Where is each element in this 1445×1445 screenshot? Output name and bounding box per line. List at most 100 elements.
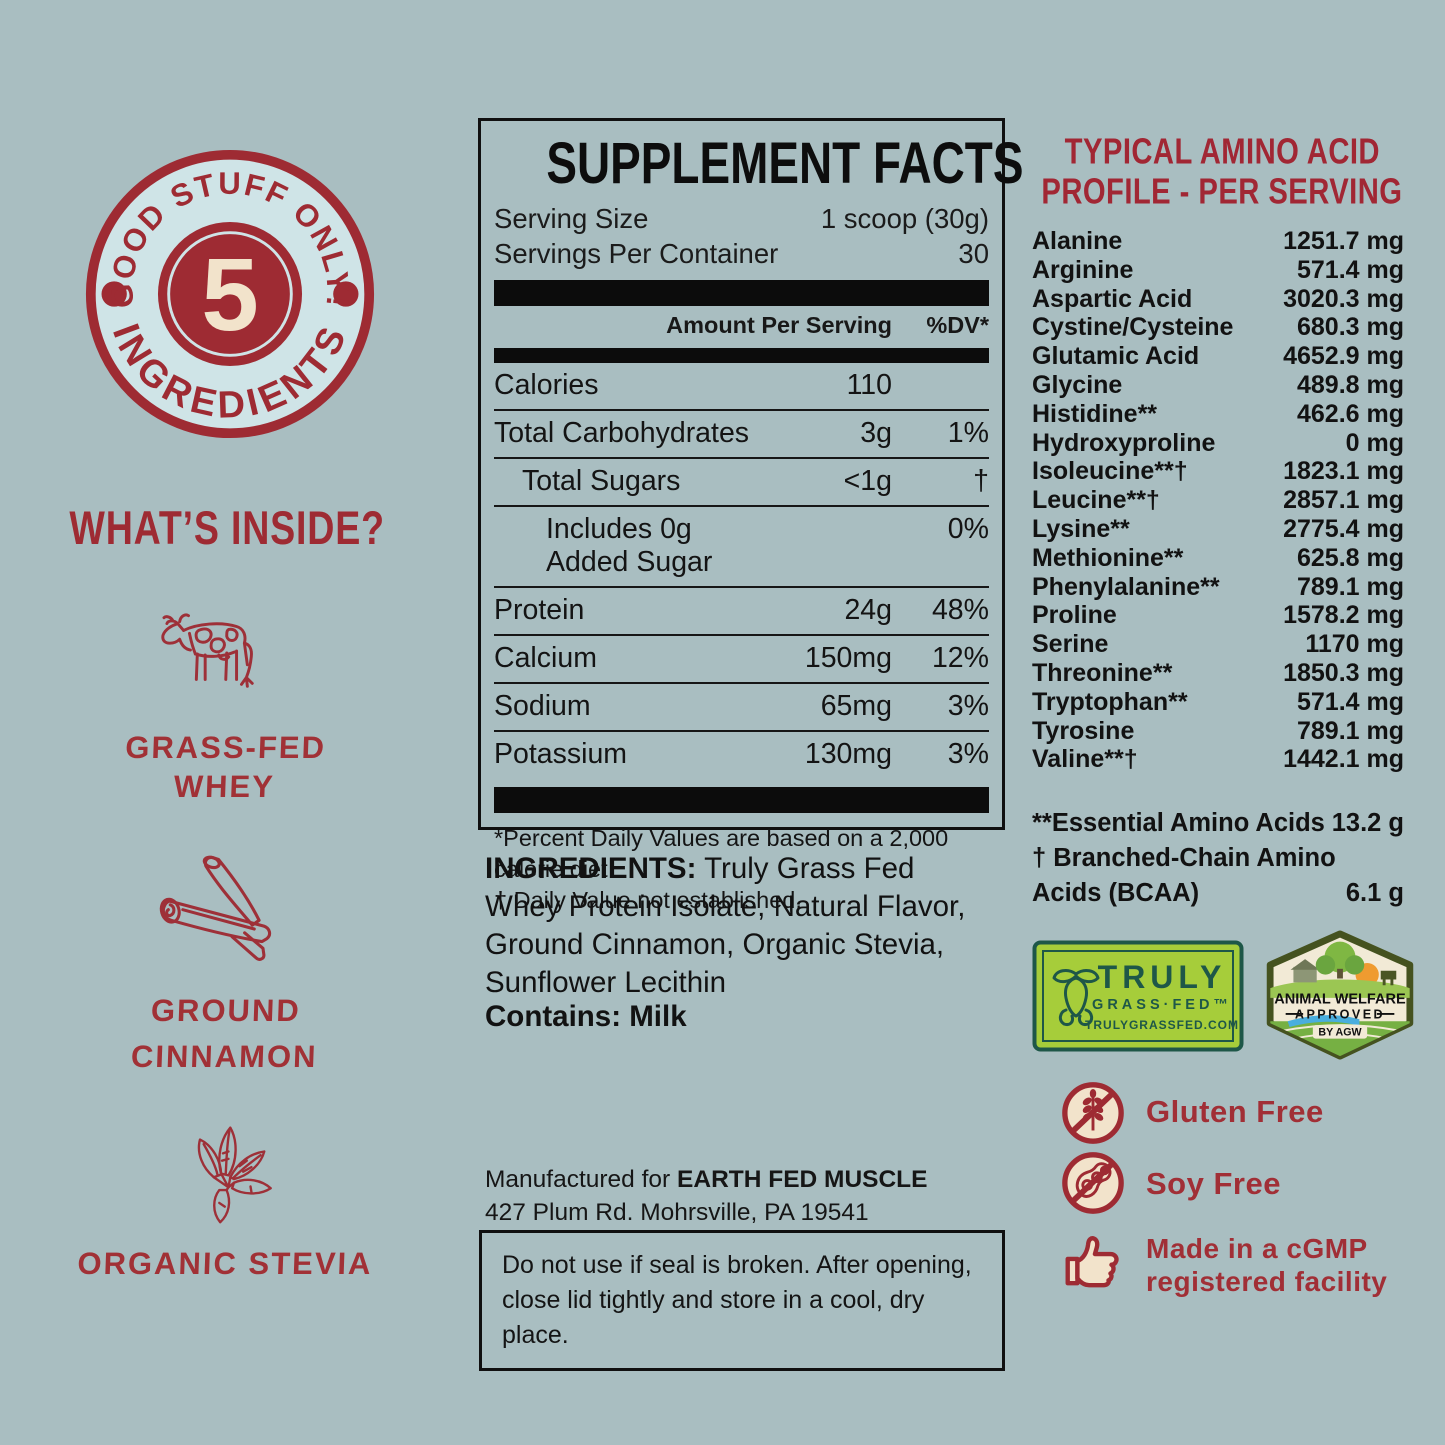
stevia-icon (197, 1126, 272, 1224)
amino-row: Hydroxyproline 0 mg (1032, 429, 1404, 458)
truly-url: TRULYGRASSFED.COM (1085, 1018, 1239, 1032)
fact-amount: 110 (846, 369, 892, 401)
ingredients-text: Truly Grass Fed Whey Protein Isolate, Na… (485, 852, 966, 999)
fact-name: Calcium (494, 642, 597, 674)
fact-row: Potassium 130mg 3% (494, 730, 989, 778)
badge-right-dot (333, 281, 359, 307)
column-header-row: Amount Per Serving %DV* (494, 306, 989, 341)
amino-name: Cystine/Cysteine (1032, 313, 1234, 342)
truly-tagline: GRASS·FED™ (1092, 997, 1232, 1013)
fact-dv: 0% (947, 513, 989, 545)
soy-free-label: Soy Free (1146, 1166, 1281, 1201)
amino-row: Tryptophan** 571.4 mg (1032, 688, 1404, 717)
warning-text: Do not use if seal is broken. After open… (502, 1251, 972, 1349)
ingredients-paragraph: INGREDIENTS: Truly Grass Fed Whey Protei… (485, 850, 995, 1002)
amino-row: Alanine 1251.7 mg (1032, 227, 1404, 256)
amino-name: Threonine** (1032, 658, 1173, 687)
fact-dv: 3% (947, 738, 989, 770)
amino-value: 1170 mg (1305, 630, 1404, 659)
amino-name: Alanine (1032, 227, 1123, 255)
amino-value: 625.8 mg (1296, 543, 1404, 572)
truly-grass-fed-logo: TRULY GRASS·FED™ TRULYGRASSFED.COM (1032, 940, 1244, 1052)
fact-dv: 12% (931, 642, 989, 674)
amino-name: Arginine (1032, 255, 1134, 284)
amino-value: 1251.7 mg (1283, 227, 1404, 255)
thick-bar (494, 348, 989, 363)
animal-welfare-approved-badge: ANIMAL WELFARE APPROVED BY AGW (1266, 930, 1414, 1060)
cinnamon-icon (159, 855, 272, 961)
amino-row: Isoleucine**† 1823.1 mg (1032, 457, 1404, 486)
servings-per-container-row: Servings Per Container 30 (494, 236, 989, 271)
fact-amount: 65mg (820, 690, 892, 722)
amino-name: Glycine (1032, 370, 1123, 399)
fact-row: Includes 0g Added Sugar 0% (494, 505, 989, 586)
fact-dv: 48% (931, 594, 989, 626)
supplement-facts-panel: SUPPLEMENT FACTS Serving Size 1 scoop (3… (478, 118, 1023, 913)
amino-name: Lysine** (1032, 514, 1130, 543)
fact-row: Protein 24g 48% (494, 586, 989, 634)
amino-footnote-row: Acids (BCAA) 6.1 g (1032, 879, 1404, 907)
amino-name: Leucine**† (1032, 486, 1160, 515)
barn-icon (1293, 966, 1317, 983)
amino-value: 462.6 mg (1296, 399, 1404, 428)
fact-row: Total Carbohydrates 3g 1% (494, 409, 989, 457)
fact-name: Total Sugars (522, 465, 681, 497)
amino-row: Glutamic Acid 4652.9 mg (1032, 342, 1404, 371)
fact-name: Potassium (494, 738, 628, 770)
amino-row: Glycine 489.8 mg (1032, 371, 1404, 400)
five-ingredients-badge: GOOD STUFF ONLY! INGREDIENTS 5 (85, 149, 375, 439)
amino-footnote-row: **Essential Amino Acids 13.2 g (1032, 809, 1404, 837)
ground-cinnamon-label: GROUND CINNAMON (130, 993, 319, 1074)
gluten-free-icon (1062, 1082, 1124, 1144)
amino-name: Methionine** (1032, 543, 1184, 572)
amino-value: 2775.4 mg (1283, 514, 1404, 543)
amino-value: 789.1 mg (1296, 572, 1404, 601)
amino-value: 571.4 mg (1296, 255, 1404, 284)
amino-value: 1578.2 mg (1283, 601, 1404, 630)
serving-size-value: 1 scoop (30g) (820, 203, 989, 234)
amino-row: Cystine/Cysteine 680.3 mg (1032, 313, 1404, 342)
amino-row: Proline 1578.2 mg (1032, 601, 1404, 630)
fact-amount: 150mg (804, 642, 892, 674)
celtic-cow-icon (1052, 969, 1100, 1026)
fact-name: Protein (494, 594, 585, 626)
thumbs-up-icon (1065, 1236, 1119, 1288)
brand-name: EARTH FED MUSCLE (677, 1166, 928, 1193)
amino-row: Arginine 571.4 mg (1032, 256, 1404, 285)
thick-bar (494, 787, 989, 813)
amino-name: Proline (1032, 601, 1117, 630)
warning-box: Do not use if seal is broken. After open… (479, 1230, 1005, 1371)
awa-line1: ANIMAL WELFARE (1274, 992, 1406, 1008)
contains-line: Contains: Milk (485, 1000, 687, 1033)
fact-row: Sodium 65mg 3% (494, 682, 989, 730)
badge-left-dot (101, 281, 127, 307)
fact-amount: 130mg (804, 738, 892, 770)
organic-stevia-label: ORGANIC STEVIA (76, 1246, 374, 1281)
facts-footnotes: *Percent Daily Values are based on a 2,0… (494, 823, 989, 916)
amino-value: 489.8 mg (1296, 370, 1404, 399)
amino-row: Serine 1170 mg (1032, 630, 1404, 659)
awa-line3: BY AGW (1318, 1027, 1362, 1039)
serving-size-row: Serving Size 1 scoop (30g) (494, 201, 989, 236)
fact-dv: † (973, 465, 989, 497)
amino-row: Valine**† 1442.1 mg (1032, 745, 1404, 774)
fact-amount: 3g (860, 417, 892, 449)
whats-inside-heading: WHAT’S INSIDE? (69, 501, 385, 554)
serving-size-label: Serving Size (494, 203, 649, 234)
manufacturer-block: Manufactured for EARTH FED MUSCLE 427 Pl… (485, 1163, 1005, 1229)
fact-name: Total Carbohydrates (494, 417, 750, 449)
stream-icon (1287, 1015, 1360, 1028)
cow-silhouette-icon (1380, 970, 1397, 986)
amino-value: 1823.1 mg (1283, 457, 1404, 486)
amino-footnote-row: † Branched-Chain Amino (1032, 844, 1336, 872)
fact-name: Includes 0g Added Sugar (546, 513, 713, 578)
amino-name: Valine**† (1032, 745, 1138, 774)
amino-name: Phenylalanine** (1032, 572, 1220, 601)
amino-name: Tryptophan** (1032, 687, 1188, 716)
dv-footnote: *Percent Daily Values are based on a 2,0… (494, 825, 949, 882)
amino-value: 571.4 mg (1296, 687, 1404, 716)
amino-name: Glutamic Acid (1032, 342, 1200, 371)
amino-name: Serine (1032, 630, 1109, 659)
awa-line2: APPROVED (1295, 1007, 1385, 1021)
manufacturer-line: Manufactured for EARTH FED MUSCLE (485, 1166, 928, 1193)
